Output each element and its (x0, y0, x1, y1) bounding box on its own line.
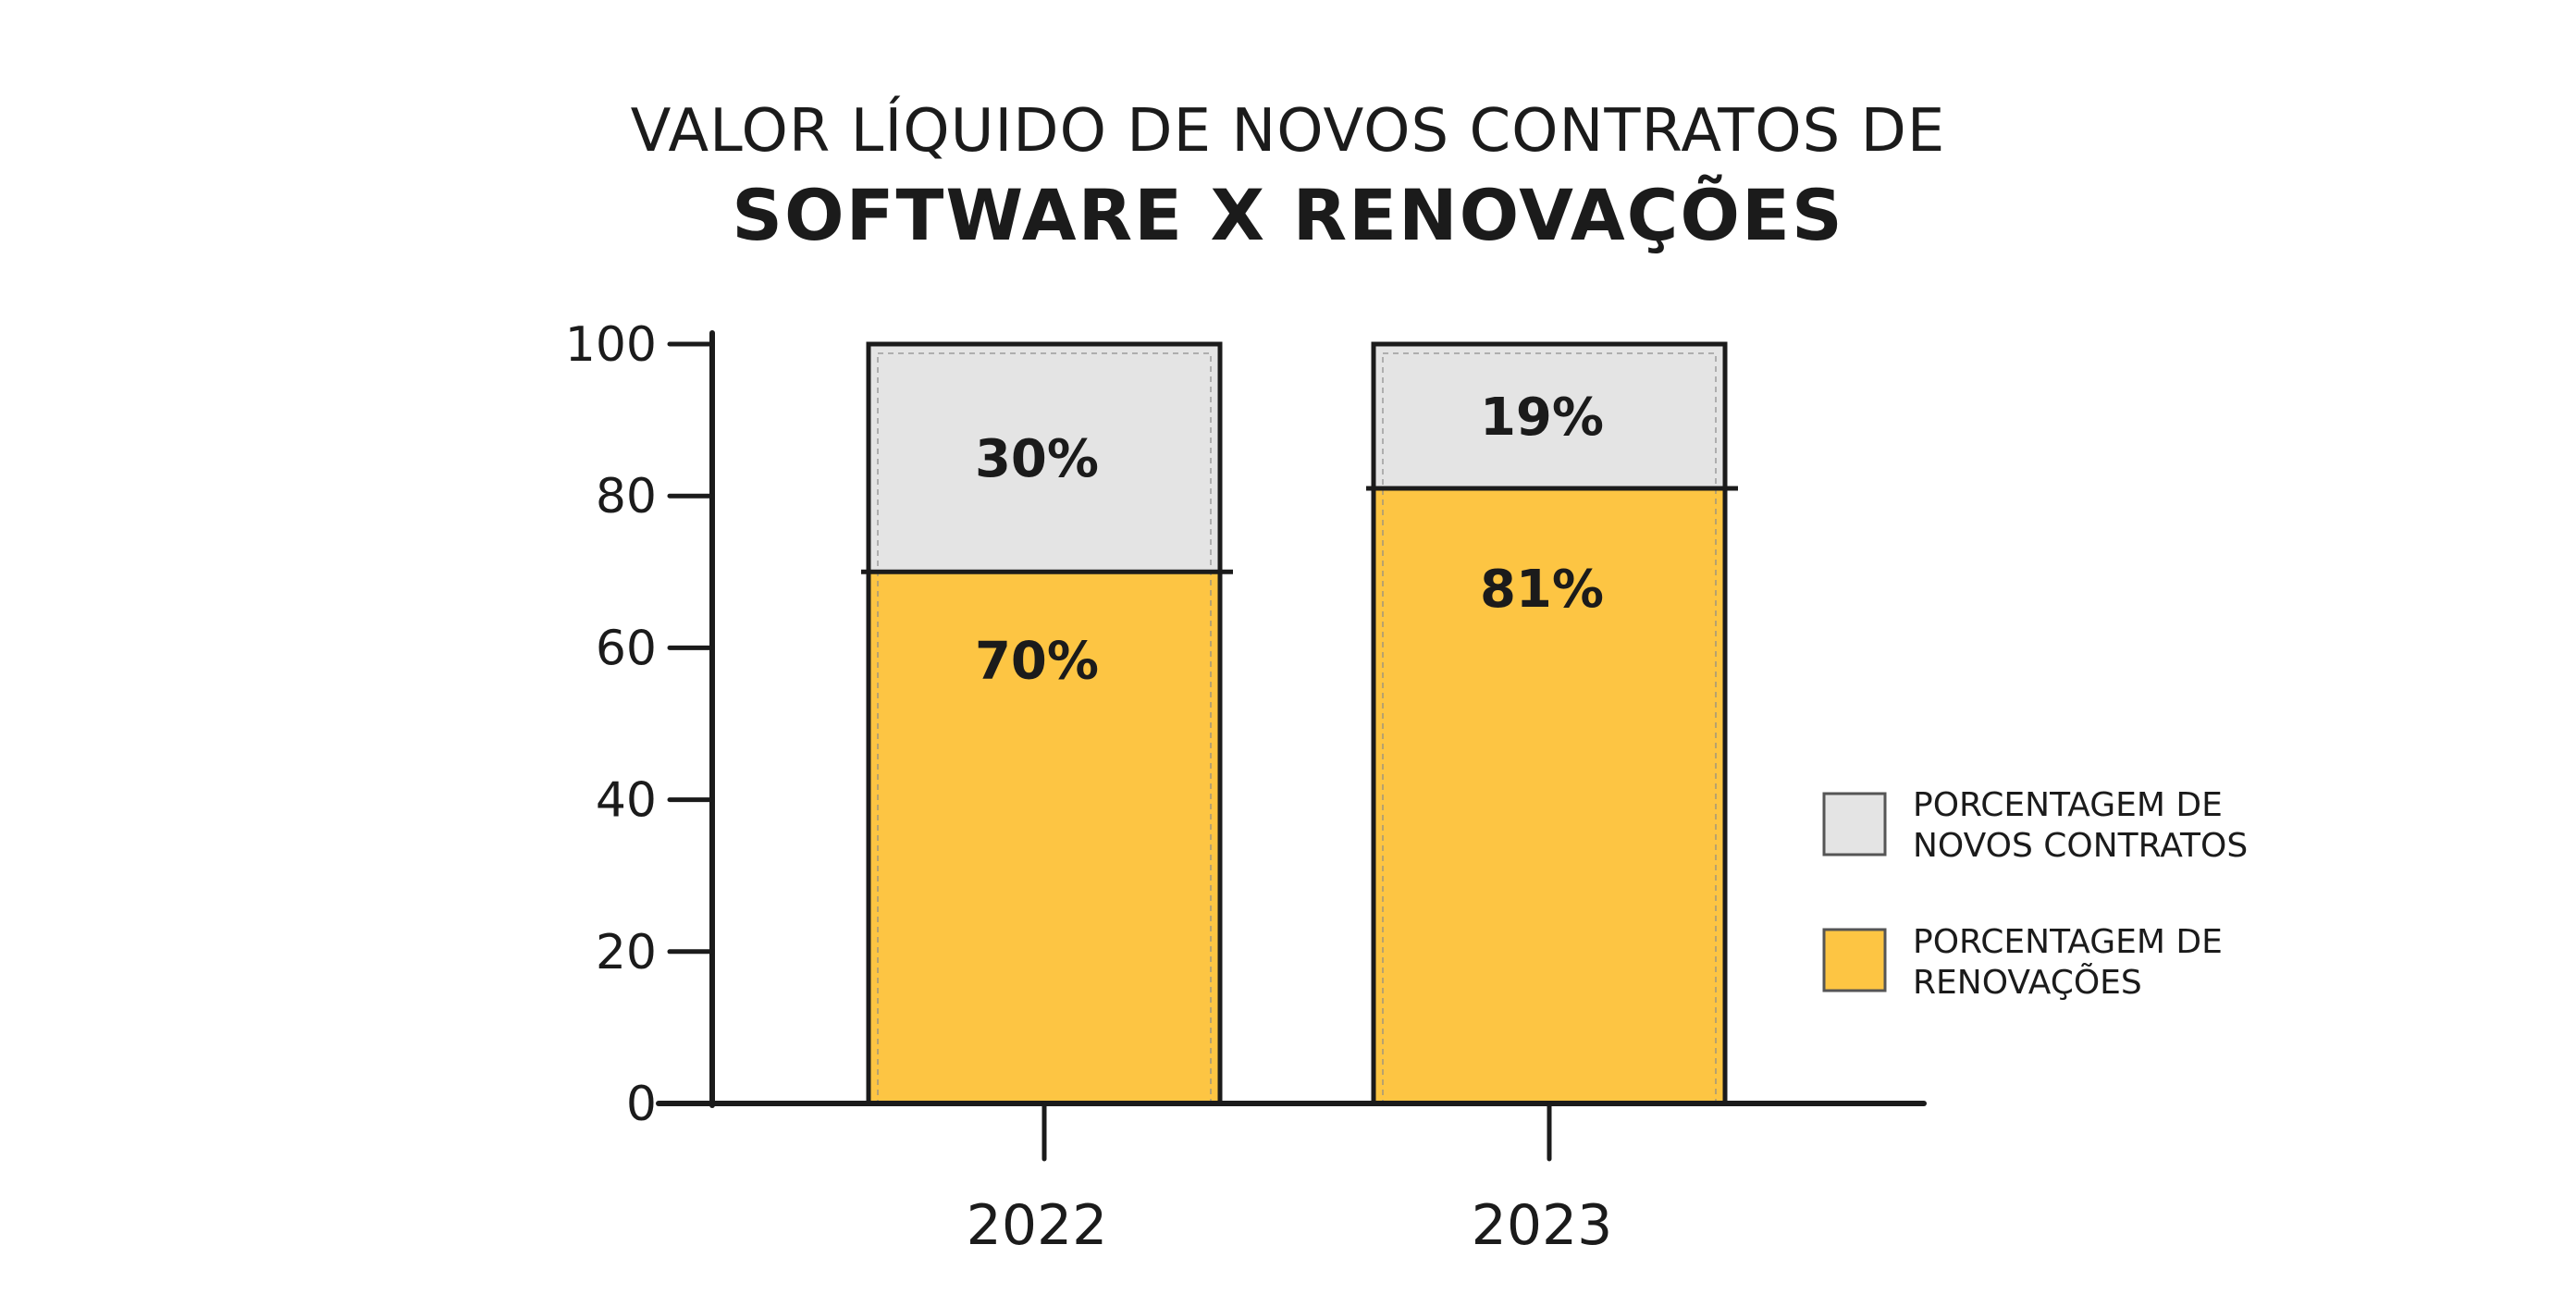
y-tick-label-60: 60 (596, 621, 657, 676)
data-label-2023-0: 81% (1480, 560, 1604, 620)
data-label-2022-1: 30% (975, 429, 1099, 489)
data-label-2023-1: 19% (1480, 388, 1604, 448)
bar-inner-outline-2023 (1382, 352, 1717, 1104)
chart-title-line1: VALOR LÍQUIDO DE NOVOS CONTRATOS DE (630, 97, 1946, 166)
bar-segment-2023-1 (1374, 344, 1725, 488)
bar-segment-2023-0 (1374, 487, 1725, 1103)
y-tick-label-100: 100 (565, 317, 657, 373)
legend-label-1-line1: PORCENTAGEM DE (1913, 923, 2223, 961)
legend-swatch-1 (1822, 928, 1887, 992)
legend-swatch-0 (1822, 792, 1887, 857)
legend-label-0-line2: NOVOS CONTRATOS (1913, 827, 2248, 865)
bar-inner-outline-2022 (877, 352, 1212, 1104)
y-tick-label-40: 40 (596, 773, 657, 829)
y-tick-label-20: 20 (596, 925, 657, 980)
chart-title-line2: SOFTWARE X RENOVAÇÕES (732, 174, 1844, 256)
y-tick-label-80: 80 (596, 469, 657, 524)
x-tick-label-2023: 2023 (1472, 1193, 1613, 1258)
legend-label-1-line2: RENOVAÇÕES (1913, 963, 2142, 1002)
x-tick-label-2022: 2022 (967, 1193, 1108, 1258)
legend-label-0-line1: PORCENTAGEM DE (1913, 786, 2223, 824)
data-label-2022-0: 70% (975, 631, 1099, 691)
bar-segment-2022-0 (869, 572, 1220, 1103)
bar-segment-2022-1 (869, 344, 1220, 573)
y-tick-label-0: 0 (626, 1077, 657, 1132)
